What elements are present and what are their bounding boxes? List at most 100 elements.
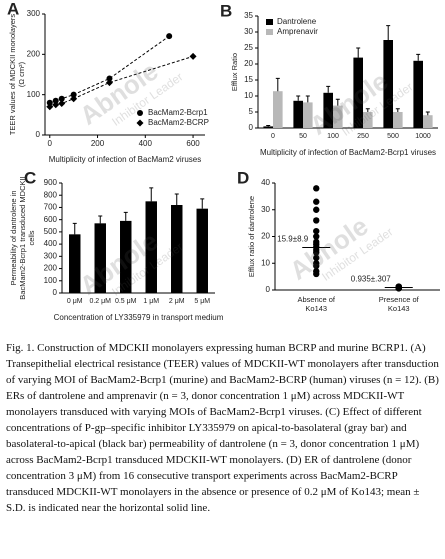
- error-bar: [395, 108, 400, 112]
- x-tick-label: 0: [48, 139, 53, 148]
- error-bar: [123, 211, 128, 221]
- y-tick-label: 100: [27, 90, 41, 99]
- y-tick-label: 100: [44, 276, 58, 285]
- bar: [171, 205, 183, 293]
- y-tick-label: 400: [44, 239, 58, 248]
- error-bar: [335, 98, 340, 106]
- bar: [393, 112, 403, 128]
- y-tick-label: 0: [266, 285, 271, 294]
- y-tick-label: 0: [36, 130, 41, 139]
- x-tick-label: Absence of Ko143: [297, 295, 335, 313]
- panel-label: B: [220, 1, 232, 20]
- error-bar: [72, 222, 77, 235]
- point: [313, 227, 320, 235]
- annotation: 0.935±.307: [351, 275, 392, 284]
- marker: [52, 101, 60, 109]
- point: [313, 217, 320, 224]
- y-tick-label: 40: [261, 178, 270, 187]
- caption: Fig. 1. Construction of MDCKII monolayer…: [6, 342, 439, 514]
- bar: [263, 126, 273, 128]
- error-bar: [98, 215, 103, 224]
- x-tick-label: 2 μM: [169, 298, 185, 305]
- bar: [120, 220, 132, 293]
- error-bar: [174, 193, 179, 205]
- marker: [189, 52, 197, 60]
- y-tick-label: 300: [44, 251, 58, 260]
- bar: [94, 223, 106, 293]
- x-axis-label: Concentration of LY335979 in transport m…: [54, 313, 224, 322]
- error-bar: [425, 111, 430, 116]
- y-tick-label: 10: [244, 91, 253, 100]
- x-tick-label: Presence of Ko143: [379, 295, 419, 313]
- point: [313, 185, 320, 192]
- x-tick-label: 0.2 μM: [89, 298, 111, 305]
- marker: [46, 103, 54, 111]
- y-tick-label: 20: [244, 59, 253, 68]
- panel-label: A: [7, 0, 19, 18]
- x-tick-label: 100: [327, 133, 339, 140]
- legend-label: Dantrolene: [277, 17, 317, 26]
- error-bar: [326, 85, 331, 93]
- point: [313, 249, 320, 256]
- legend-label: BacMam2-BCRP: [148, 118, 209, 127]
- point: [313, 233, 320, 240]
- marker: [106, 75, 113, 82]
- error-bar: [149, 187, 154, 202]
- point: [395, 283, 402, 290]
- bar: [333, 105, 343, 128]
- y-axis-label: Permeability of dantrolene in BacMam2-Bc…: [8, 176, 36, 300]
- x-tick-label: 0 μM: [67, 298, 83, 305]
- x-axis-label: Multiplicity of infection of BacMam2-Bcr…: [259, 147, 437, 157]
- y-axis-label: Permeability of dantrolene in BacMam2-Bc…: [8, 176, 36, 300]
- bar: [413, 60, 423, 128]
- y-tick-label: 10: [261, 258, 270, 267]
- y-tick-label: 200: [44, 264, 58, 273]
- marker: [58, 95, 65, 102]
- bar: [423, 115, 433, 128]
- y-axis-label: TEER values of MDCKII monolayers (Ω cm²): [8, 13, 26, 136]
- point: [313, 206, 320, 213]
- error-bar: [266, 124, 271, 127]
- y-axis-label: Efflux Ratio: [229, 52, 239, 92]
- marker: [46, 99, 53, 106]
- y-tick-label: 500: [44, 227, 58, 236]
- error-bar: [386, 25, 391, 40]
- x-tick-label: 50: [299, 133, 307, 140]
- error-bar: [356, 47, 361, 58]
- bar: [273, 91, 283, 128]
- y-axis-label: Efflux ratio of dantrolene: [246, 195, 256, 278]
- marker: [136, 119, 144, 127]
- error-bar: [416, 53, 421, 61]
- annotation: 15.9±8.9: [277, 235, 309, 244]
- x-tick-label: 200: [91, 139, 105, 148]
- marker: [105, 79, 113, 87]
- y-axis-label: TEER values of MDCKII monolayers (Ω cm²): [8, 13, 26, 136]
- y-tick-label: 900: [44, 178, 58, 187]
- panel-label: D: [237, 168, 249, 187]
- y-axis-label: Efflux Ratio: [229, 52, 239, 92]
- error-bar: [365, 108, 370, 112]
- y-tick-label: 0: [249, 123, 254, 132]
- error-bar: [200, 198, 205, 209]
- y-tick-label: 0: [53, 288, 58, 297]
- panel-label: C: [24, 168, 36, 187]
- point: [313, 254, 320, 262]
- x-tick-label: 600: [186, 139, 200, 148]
- bar: [303, 102, 313, 128]
- y-axis-label: Efflux ratio of dantrolene: [246, 195, 256, 278]
- bar: [69, 234, 81, 293]
- x-tick-label: 250: [357, 133, 369, 140]
- y-tick-label: 600: [44, 215, 58, 224]
- bar: [323, 92, 333, 128]
- x-axis-label: Multiplicity of infection of BacMam2-Bcr…: [259, 147, 437, 157]
- y-tick-label: 35: [244, 11, 253, 20]
- legend-swatch: [266, 29, 273, 35]
- marker: [70, 91, 77, 98]
- x-tick-label: 0: [271, 133, 275, 140]
- error-bar: [296, 95, 301, 101]
- y-tick-label: 700: [44, 203, 58, 212]
- point: [313, 262, 320, 270]
